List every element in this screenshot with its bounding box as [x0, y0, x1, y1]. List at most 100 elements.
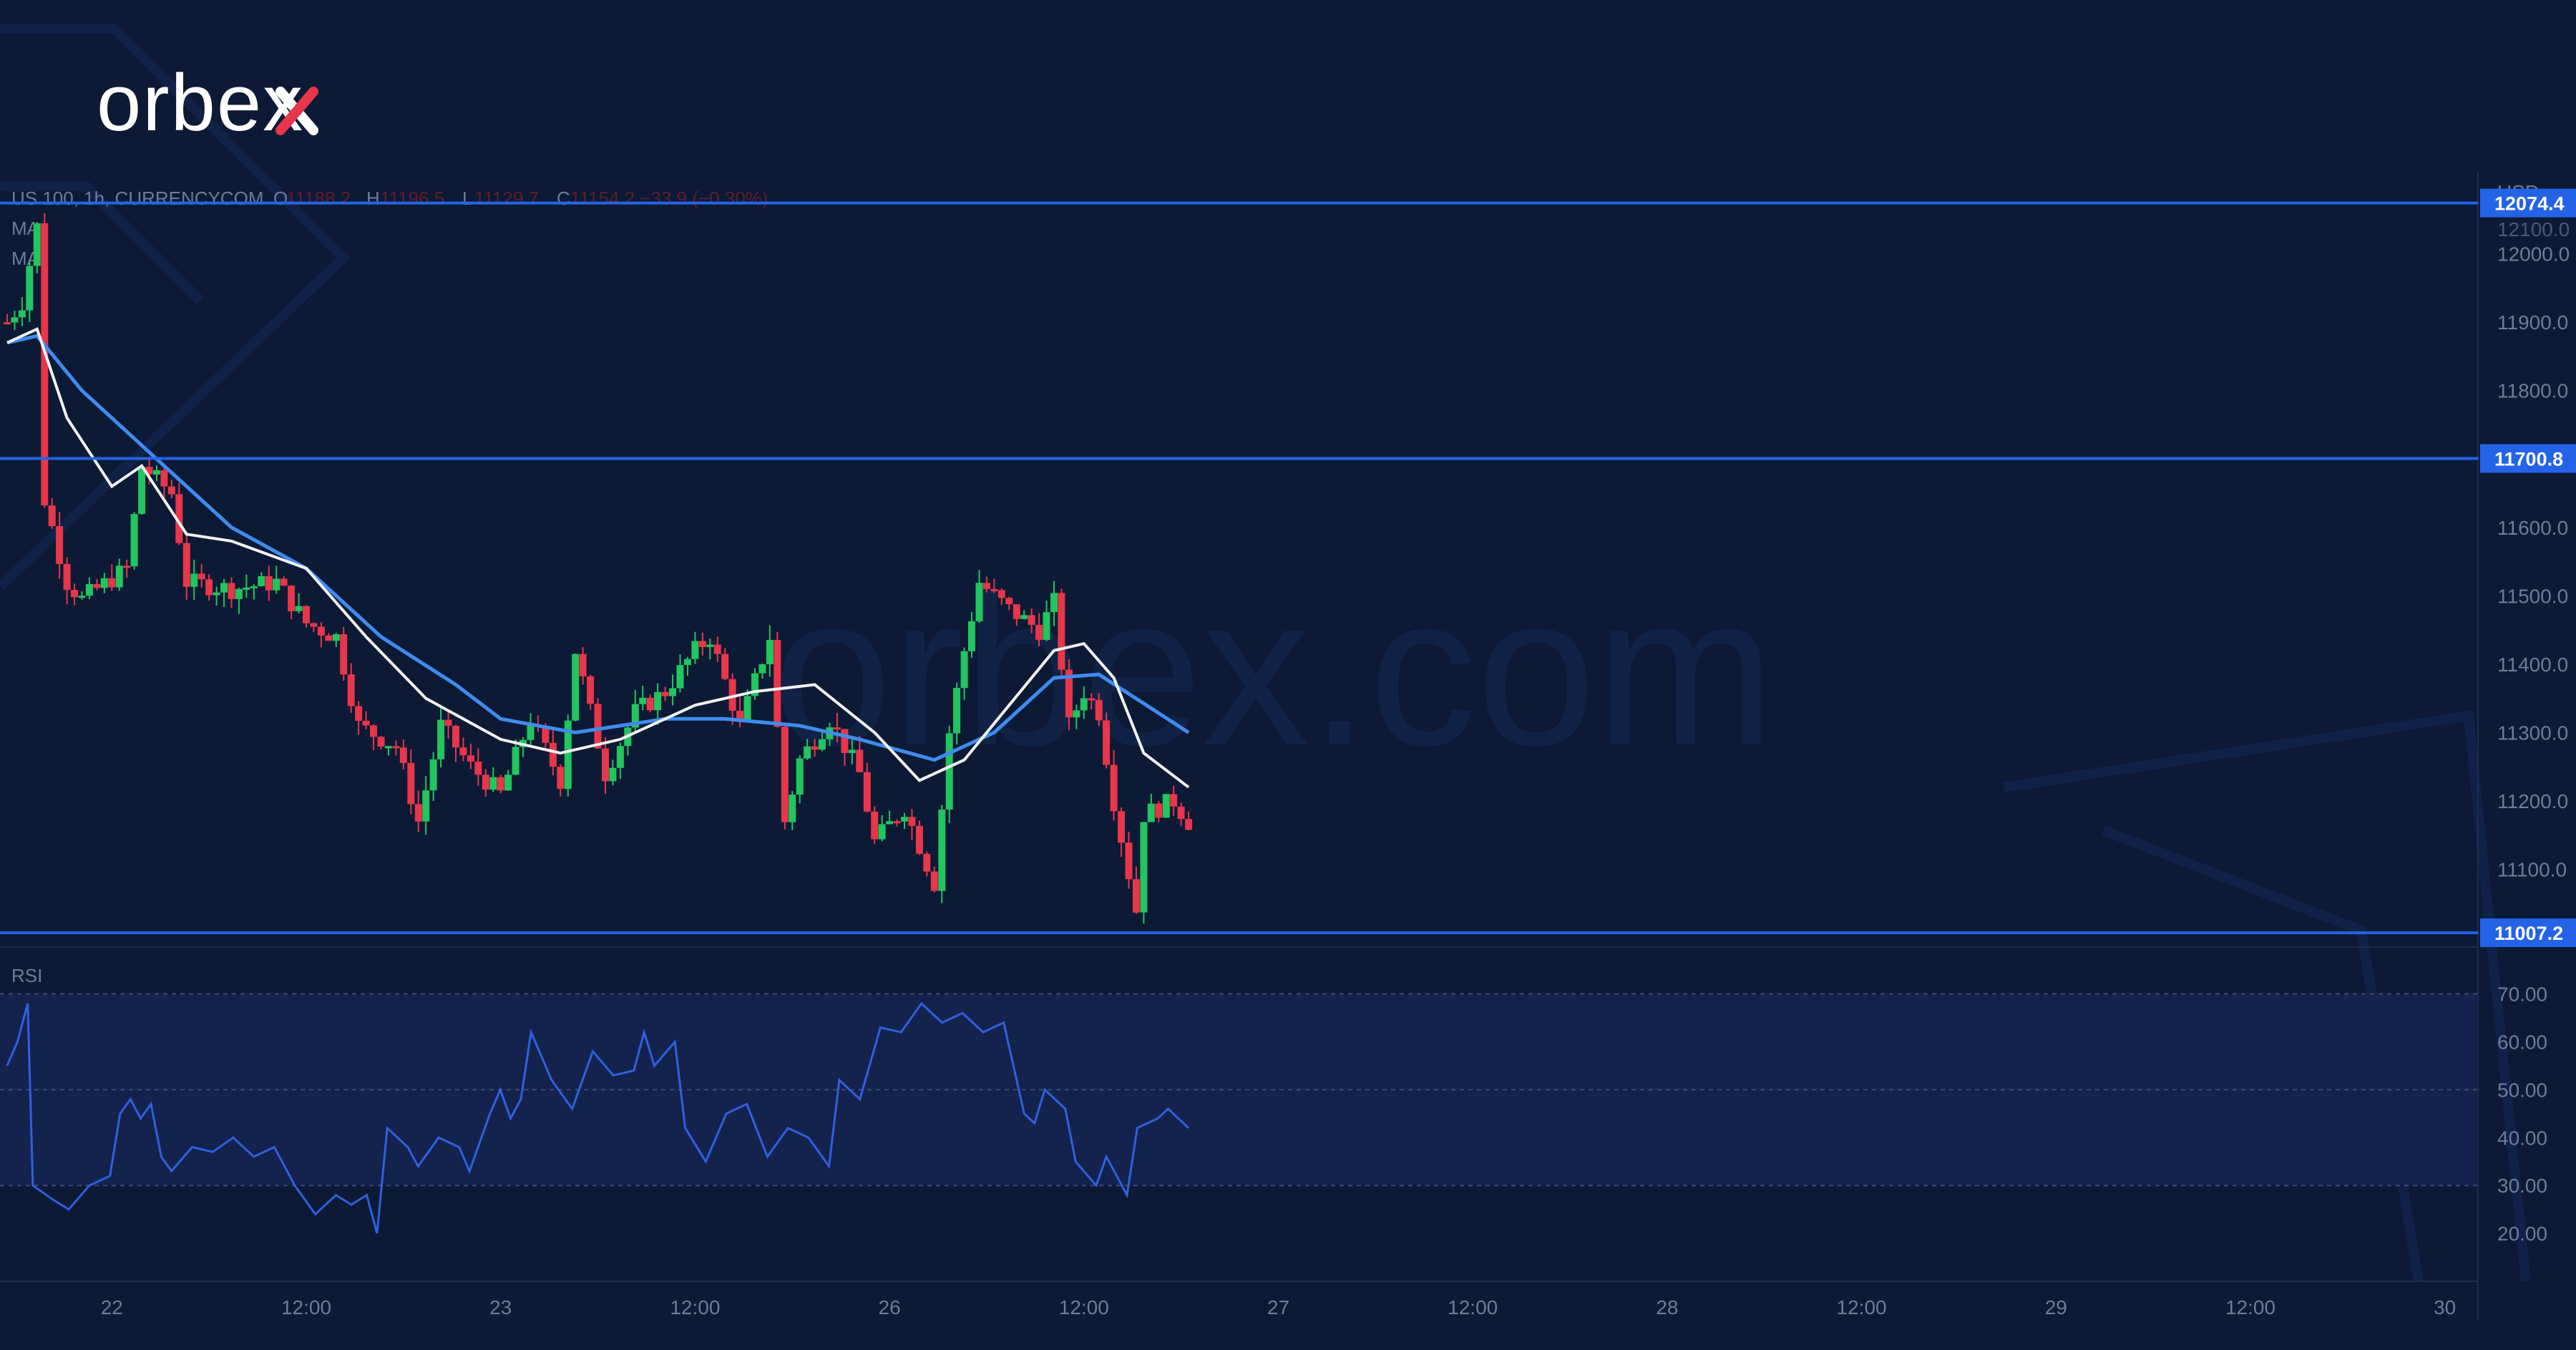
- rsi-axis-ticks: 20.00 30.00 40.00 50.00 60.00 70.00: [2497, 984, 2547, 1245]
- candle: [796, 755, 804, 804]
- candle: [11, 310, 19, 331]
- candle: [982, 576, 990, 593]
- candle-body: [497, 777, 504, 791]
- candle: [78, 591, 86, 600]
- candle-body: [953, 688, 961, 734]
- ohlc-close-value: 11154.2 −33.9 (−0.30%): [570, 188, 769, 209]
- candle-body: [1155, 803, 1163, 818]
- candle-body: [1118, 811, 1125, 843]
- time-tick-label: 12:00: [2225, 1296, 2275, 1319]
- candle: [18, 297, 26, 326]
- candle: [587, 674, 595, 710]
- candle-body: [774, 640, 781, 727]
- candle: [990, 578, 998, 593]
- candle-body: [676, 665, 684, 689]
- candle: [288, 585, 296, 620]
- time-axis-ticks: 22 12:00 23 12:00 26 12:00 27 12:00 28 12:00 29 12:…: [101, 1296, 2457, 1319]
- candle: [1080, 686, 1088, 719]
- candle: [1110, 750, 1118, 821]
- candle-body: [789, 795, 796, 822]
- candle-body: [751, 673, 758, 696]
- price-tick-label: 11600.0: [2497, 517, 2568, 539]
- candle-body: [1125, 842, 1133, 880]
- candle-body: [295, 606, 303, 611]
- candle: [736, 696, 744, 727]
- candle: [444, 710, 452, 739]
- candle: [893, 819, 901, 827]
- candle-body: [527, 724, 535, 740]
- rsi-line: [6, 1001, 1190, 1234]
- ohlc-close-label: C: [557, 188, 570, 209]
- watermark-text: orbex.com: [773, 550, 1775, 790]
- candle: [758, 664, 766, 679]
- candle-body: [310, 623, 318, 627]
- candle-body: [698, 641, 706, 647]
- candle: [347, 663, 355, 713]
- candle: [527, 713, 535, 745]
- candle: [362, 711, 370, 729]
- candle: [938, 805, 946, 903]
- rsi-tick-label: 60.00: [2497, 1031, 2547, 1053]
- candle-body: [646, 697, 654, 711]
- candle-body: [945, 733, 953, 810]
- candle-body: [557, 767, 565, 790]
- candle: [572, 654, 580, 722]
- candle-body: [18, 310, 26, 318]
- candle: [167, 480, 175, 498]
- price-level: 11007.2: [0, 918, 2576, 948]
- candle-body: [355, 706, 363, 721]
- candle: [243, 574, 250, 598]
- candle-body: [669, 688, 676, 696]
- candle: [871, 806, 879, 844]
- candle-body: [384, 746, 392, 749]
- candle-body: [1177, 806, 1185, 820]
- rsi-tick-label: 70.00: [2497, 984, 2547, 1006]
- candle: [407, 749, 415, 815]
- candle-body: [728, 679, 736, 712]
- candle: [459, 737, 467, 762]
- horizontal-levels: 12074.4 11700.8 11007.2: [0, 188, 2576, 948]
- candle-body: [213, 592, 220, 596]
- candle-body: [288, 586, 296, 611]
- candle-body: [587, 676, 595, 704]
- time-tick-label: 22: [101, 1296, 123, 1319]
- candle-body: [1005, 598, 1013, 604]
- candle-body: [85, 584, 93, 596]
- candle-body: [1170, 794, 1178, 807]
- candle-body: [303, 606, 310, 623]
- candle-body: [71, 590, 78, 598]
- candle-body: [736, 711, 744, 721]
- candle: [930, 866, 938, 893]
- candle-body: [115, 565, 123, 588]
- candle-body: [542, 726, 550, 743]
- ohlc-low-label: L: [462, 188, 472, 209]
- candle: [422, 775, 430, 835]
- candle-body: [841, 729, 849, 753]
- candle-body: [1043, 612, 1050, 640]
- candle-body: [1065, 669, 1073, 718]
- candle: [482, 769, 489, 797]
- rsi-label: RSI: [11, 965, 42, 986]
- candle-body: [220, 583, 228, 593]
- candle-body: [654, 691, 662, 711]
- time-tick-label: 12:00: [1059, 1296, 1109, 1319]
- candle: [997, 588, 1005, 605]
- candle-body: [340, 634, 348, 675]
- candle: [691, 631, 699, 664]
- candle: [908, 809, 916, 840]
- candle-body: [923, 853, 931, 872]
- candle: [833, 712, 841, 742]
- price-level-tag: [2480, 918, 2576, 948]
- candle-body: [317, 626, 325, 636]
- price-tick-label: 12000.0: [2497, 243, 2570, 266]
- candle-body: [1132, 879, 1140, 913]
- candle-body: [56, 526, 64, 564]
- candle: [1162, 794, 1170, 818]
- candle-body: [273, 578, 280, 591]
- candle: [437, 706, 445, 768]
- candle-body: [235, 588, 243, 599]
- candle-body: [93, 584, 101, 588]
- candle: [377, 735, 385, 749]
